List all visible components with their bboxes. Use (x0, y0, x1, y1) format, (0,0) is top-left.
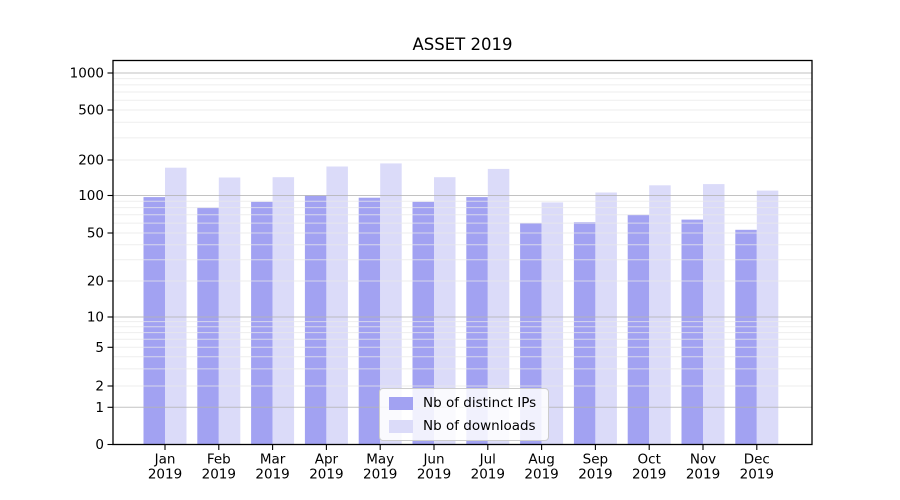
x-tick-label-year-oct: 2019 (632, 467, 666, 483)
bar-aug-downloads (541, 202, 564, 445)
bar-feb-downloads (218, 177, 241, 445)
x-tick-label-month-dec: Dec (744, 452, 770, 468)
x-tick-label-year-aug: 2019 (524, 467, 558, 483)
y-tick-label-500: 500 (78, 103, 104, 119)
x-tick-label-month-apr: Apr (315, 452, 339, 468)
legend-label-distinct-ips: Nb of distinct IPs (423, 395, 537, 411)
y-tick-label-200: 200 (78, 153, 104, 169)
bar-dec-distinct-ips (735, 229, 757, 445)
x-tick-label-year-mar: 2019 (255, 467, 289, 483)
bar-dec-downloads (756, 190, 779, 445)
bar-nov-distinct-ips (681, 219, 703, 445)
x-tick-label-month-jan: Jan (154, 452, 176, 468)
bar-mar-distinct-ips (251, 201, 273, 445)
x-tick-label-year-nov: 2019 (686, 467, 720, 483)
bar-jul-downloads (487, 168, 510, 445)
bar-mar-downloads (272, 177, 295, 445)
x-tick-label-year-may: 2019 (363, 467, 397, 483)
y-tick-label-1000: 1000 (70, 66, 104, 82)
bar-oct-downloads (649, 185, 671, 445)
bar-jan-downloads (165, 167, 187, 445)
chart-title: ASSET 2019 (412, 35, 513, 54)
x-tick-label-month-nov: Nov (690, 452, 716, 468)
plot-frame (112, 59, 813, 446)
bar-apr-downloads (326, 166, 348, 445)
bar-sep-downloads (595, 192, 617, 445)
x-tick-label-year-feb: 2019 (202, 467, 236, 483)
legend-label-downloads: Nb of downloads (423, 418, 536, 434)
x-tick-label-month-may: May (366, 452, 394, 468)
bar-oct-distinct-ips (627, 214, 650, 445)
y-tick-label-100: 100 (78, 188, 104, 204)
legend: Nb of distinct IPs Nb of downloads (379, 388, 550, 441)
x-tick-label-month-sep: Sep (583, 452, 608, 468)
bar-jul-distinct-ips (466, 197, 488, 445)
x-tick-label-year-apr: 2019 (309, 467, 343, 483)
bar-jun-distinct-ips (412, 201, 434, 445)
x-tick-label-month-oct: Oct (638, 452, 661, 468)
x-tick-label-year-jul: 2019 (471, 467, 505, 483)
x-tick-label-year-sep: 2019 (578, 467, 612, 483)
y-tick-label-1: 1 (95, 400, 104, 416)
x-tick-label-month-jul: Jul (479, 452, 496, 468)
legend-item-downloads: Nb of downloads (389, 418, 536, 434)
x-tick-label-month-jun: Jun (422, 452, 444, 468)
y-tick-label-5: 5 (95, 340, 104, 356)
x-tick-label-year-jun: 2019 (417, 467, 451, 483)
x-tick-label-month-feb: Feb (207, 452, 231, 468)
bar-jan-distinct-ips (143, 197, 165, 445)
y-tick-label-20: 20 (87, 274, 104, 290)
x-tick-label-year-dec: 2019 (740, 467, 774, 483)
bar-feb-distinct-ips (197, 207, 219, 445)
bar-jun-downloads (434, 177, 456, 445)
legend-swatch-downloads (389, 419, 413, 433)
y-tick-label-50: 50 (87, 226, 104, 242)
bar-nov-downloads (703, 184, 725, 445)
y-tick-label-0: 0 (95, 437, 104, 453)
bar-apr-distinct-ips (304, 195, 327, 445)
y-tick-label-2: 2 (95, 379, 104, 395)
legend-swatch-distinct-ips (389, 396, 413, 410)
x-tick-label-month-aug: Aug (528, 452, 554, 468)
x-tick-label-year-jan: 2019 (148, 467, 182, 483)
y-tick-label-10: 10 (87, 310, 104, 326)
x-tick-label-month-mar: Mar (260, 452, 286, 468)
legend-item-distinct-ips: Nb of distinct IPs (389, 395, 536, 411)
bar-sep-distinct-ips (573, 222, 596, 445)
bar-may-downloads (380, 163, 402, 445)
